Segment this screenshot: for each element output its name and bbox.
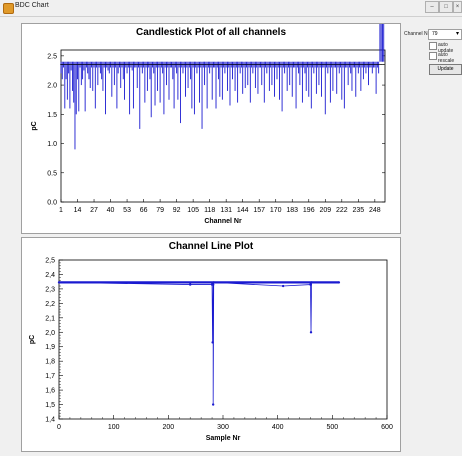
y-tick-label: 2,4	[45, 272, 55, 279]
y-tick-label: 1,5	[45, 402, 55, 409]
maximize-button[interactable]: □	[439, 1, 453, 13]
series-point	[309, 283, 312, 286]
title-bar: BDC Chart – □ ×	[0, 0, 462, 17]
auto-rescale-checkbox[interactable]	[429, 52, 437, 60]
y-tick-label: 2.5	[47, 53, 57, 60]
y-tick-label: 2,0	[45, 330, 55, 337]
series-point	[189, 283, 192, 286]
x-tick-label: 92	[173, 207, 181, 214]
x-axis-label: Channel Nr	[204, 218, 242, 225]
x-tick-label: 14	[74, 207, 82, 214]
x-tick-label: 105	[187, 207, 199, 214]
series-point	[57, 281, 61, 284]
minimize-button[interactable]: –	[425, 1, 439, 13]
series-point	[212, 281, 215, 284]
channel-label: Channel Nr:	[404, 31, 431, 37]
y-tick-label: 2,3	[45, 286, 55, 293]
x-tick-label: 79	[156, 207, 164, 214]
close-button[interactable]: ×	[453, 1, 462, 13]
x-tick-label: 144	[237, 207, 249, 214]
x-tick-label: 40	[107, 207, 115, 214]
x-tick-label: 222	[336, 207, 348, 214]
auto-rescale-label: auto rescale	[438, 52, 455, 64]
x-tick-label: 131	[220, 207, 232, 214]
y-tick-label: 0.0	[47, 200, 57, 207]
x-tick-label: 235	[352, 207, 364, 214]
window-title: BDC Chart	[15, 2, 49, 9]
x-tick-label: 27	[90, 207, 98, 214]
update-button[interactable]: Update	[429, 64, 462, 75]
y-tick-label: 2.0	[47, 83, 57, 90]
line-chart: 1,4 1,5 1,6 1,7 1,8 1,9 2,0 2,1 2,2 2,3 2,4 2,5 0 100…	[29, 258, 393, 443]
y-tick-label: 1.5	[47, 112, 57, 119]
y-tick-label: 2,5	[45, 258, 55, 265]
y-tick-label: 2,2	[45, 301, 55, 308]
series-point	[211, 341, 214, 344]
series-point	[211, 403, 215, 406]
series-point	[309, 331, 313, 334]
y-axis-label: pC	[29, 335, 36, 344]
line-chart-title: Channel Line Plot	[168, 241, 254, 252]
y-tick-label: 2,1	[45, 315, 55, 322]
auto-update-label: auto update	[438, 42, 454, 54]
candlestick-chart: 0.0 0.5 1.0 1.5 2.0 2.5 1 14 27 40 53 66 79 92 105 118 1…	[31, 24, 386, 225]
chevron-down-icon: ▾	[455, 31, 459, 37]
x-axis-label: Sample Nr	[206, 435, 241, 442]
close-icon: ×	[455, 4, 460, 10]
x-tick-label: 118	[204, 207, 215, 214]
y-tick-label: 1.0	[47, 141, 57, 148]
x-tick-label: 157	[253, 207, 265, 214]
maximize-icon: □	[444, 4, 448, 10]
y-tick-label: 0.5	[47, 170, 57, 177]
y-tick-label: 1,9	[45, 344, 55, 351]
series-point	[211, 283, 215, 286]
channel-select-value: 79	[432, 31, 438, 37]
series-point	[281, 284, 285, 288]
auto-update-checkbox[interactable]	[429, 42, 437, 50]
x-tick-label: 600	[381, 424, 393, 431]
app-icon	[3, 3, 14, 14]
x-tick-label: 200	[162, 424, 174, 431]
plot-area	[60, 49, 386, 203]
y-tick-label: 1,8	[45, 359, 55, 366]
x-tick-label: 170	[270, 207, 282, 214]
x-tick-label: 300	[217, 424, 229, 431]
x-tick-label: 53	[123, 207, 131, 214]
x-tick-label: 209	[319, 207, 331, 214]
line-chart-panel: Channel Line Plot 1,4 1,5 1,6 1,7 1,8 1,9 2,0 2…	[21, 237, 401, 452]
plot-area	[58, 259, 388, 420]
y-tick-label: 1,7	[45, 373, 55, 380]
candlestick-chart-title: Candlestick Plot of all channels	[135, 27, 287, 38]
series-point	[337, 281, 341, 284]
x-tick-label: 500	[326, 424, 338, 431]
y-tick-label: 1,6	[45, 388, 55, 395]
x-tick-label: 66	[140, 207, 148, 214]
x-tick-label: 183	[286, 207, 298, 214]
series-line	[58, 281, 339, 405]
x-tick-label: 0	[57, 424, 61, 431]
y-axis-label: pC	[31, 121, 38, 130]
x-tick-label: 1	[59, 207, 63, 214]
x-tick-label: 248	[369, 207, 381, 214]
channel-select[interactable]: 79 ▾	[428, 29, 462, 40]
series-point	[310, 281, 313, 284]
x-tick-label: 400	[272, 424, 284, 431]
minimize-icon: –	[430, 4, 434, 10]
y-tick-label: 1,4	[45, 417, 55, 424]
x-tick-label: 100	[108, 424, 120, 431]
x-tick-label: 196	[303, 207, 315, 214]
candlestick-chart-panel: Candlestick Plot of all channels 0.0 0.5 1…	[21, 23, 401, 234]
